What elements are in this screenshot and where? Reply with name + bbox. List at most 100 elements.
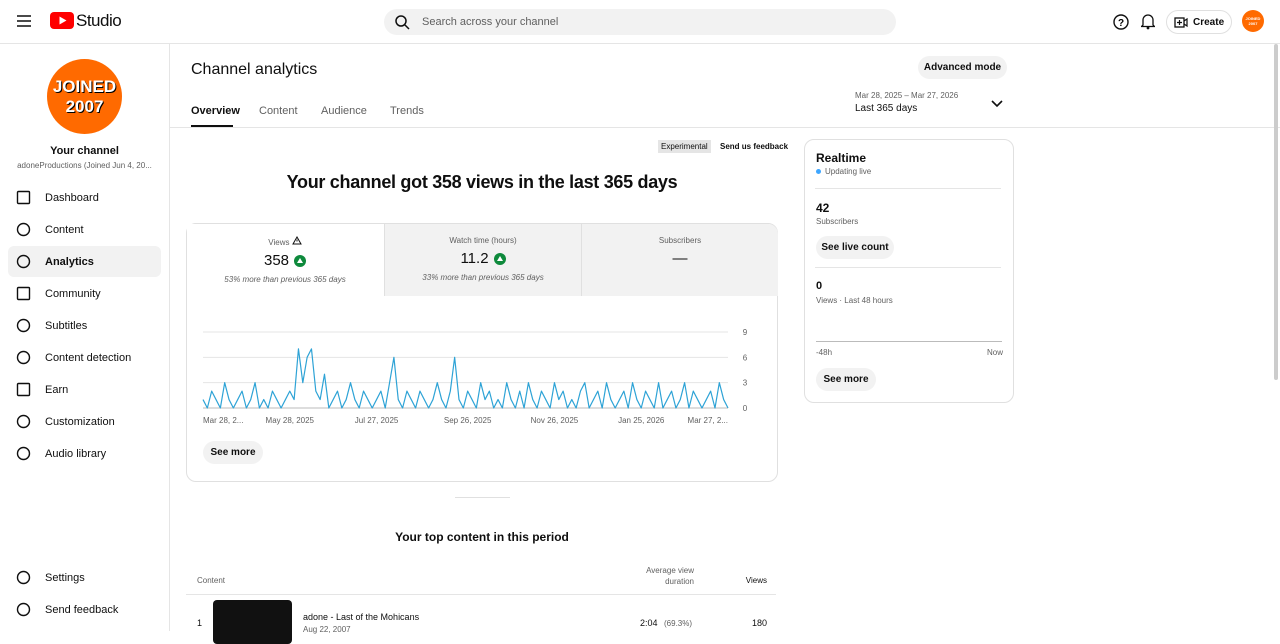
nav-label: Dashboard — [45, 191, 99, 204]
x-tick-label: May 28, 2025 — [266, 416, 315, 425]
dropdown-icon[interactable] — [991, 99, 1003, 108]
column-header: Average view duration — [646, 566, 694, 586]
realtime-title: Realtime — [816, 151, 867, 165]
nav-item[interactable]: Analytics — [8, 246, 161, 277]
scrollbar[interactable] — [1274, 44, 1278, 380]
page-title: Channel analytics — [191, 61, 318, 78]
nav-icon — [16, 414, 31, 429]
see-more-button[interactable]: See more — [816, 368, 876, 391]
metric-value: 11.2 — [385, 250, 581, 267]
tab-indicator — [191, 125, 233, 127]
logo-text: Studio — [76, 11, 122, 30]
nav-item[interactable]: Earn — [8, 374, 161, 405]
column-header: Content — [197, 576, 226, 585]
divider — [815, 267, 1001, 268]
metric-value-text: 358 — [263, 252, 290, 269]
divider — [815, 188, 1001, 189]
duration-percent: (69.3%) — [664, 619, 693, 628]
nav-label: Content detection — [45, 351, 132, 364]
metric-value-text: 11.2 — [460, 250, 489, 267]
tab[interactable]: Trends — [390, 105, 424, 117]
feedback-link[interactable]: Send us feedback — [720, 142, 789, 151]
nav-item[interactable]: Send feedback — [8, 594, 161, 625]
metric-note: 33% more than previous 365 days — [422, 273, 544, 282]
section-title: Your top content in this period — [395, 530, 569, 544]
nav-item[interactable]: Audio library — [8, 438, 161, 469]
advanced-mode-button[interactable]: Advanced mode — [918, 56, 1007, 79]
live-status-text: Updating live — [825, 167, 872, 176]
live-dot — [816, 169, 821, 174]
nav-icon — [16, 446, 31, 461]
metric-value: — — [672, 250, 688, 267]
divider — [455, 497, 510, 498]
nav-item[interactable]: Content — [8, 214, 161, 245]
nav-item[interactable]: Settings — [8, 562, 161, 593]
thumbnail[interactable] — [213, 600, 292, 644]
account-avatar[interactable]: JOINED 2007 — [1242, 10, 1264, 32]
video-date: Aug 22, 2007 — [303, 625, 351, 634]
y-tick-label: 9 — [743, 328, 748, 337]
video-title[interactable]: adone - Last of the Mohicans — [303, 612, 420, 622]
channel-avatar[interactable]: JOINED 2007 — [47, 59, 122, 134]
nav-icon — [16, 570, 31, 585]
metric-label: Views — [187, 235, 383, 247]
page: {"header": {"logo": "Studio", "search_pl… — [0, 9, 1280, 644]
x-tick-label: Nov 26, 2025 — [531, 416, 579, 425]
nav-item[interactable]: Content detection — [8, 342, 161, 373]
nav-label: Earn — [45, 383, 69, 396]
column-header: Views — [745, 576, 767, 585]
tab[interactable]: Overview — [191, 105, 240, 117]
notifications-icon[interactable] — [1141, 13, 1155, 30]
youtube-logo[interactable] — [50, 12, 74, 29]
nav-label: Settings — [45, 571, 85, 584]
nav-item[interactable]: Customization — [8, 406, 161, 437]
period[interactable]: Last 365 days — [855, 103, 918, 114]
search-box[interactable]: Search across your channel — [384, 9, 896, 35]
create-icon — [1174, 16, 1188, 28]
sidebar: JOINED 2007 Your channel adoneProductions… — [0, 44, 170, 631]
avatar-text: JOINED — [1245, 16, 1261, 21]
y-tick-label: 0 — [743, 404, 748, 413]
help-icon[interactable]: ? — [1113, 14, 1129, 30]
x-tick-label: Jul 27, 2025 — [355, 416, 399, 425]
line-series — [202, 348, 729, 409]
x-tick-label: Mar 27, 2... — [688, 416, 728, 425]
tab[interactable]: Audience — [321, 105, 367, 117]
views-count: 0 — [816, 280, 823, 292]
metric-label: Watch time (hours) — [449, 236, 517, 245]
metric-label-text: Views — [268, 238, 290, 247]
channel-name: adoneProductions (Joined Jun 4, 20... — [17, 161, 152, 170]
nav-item[interactable]: Dashboard — [8, 182, 161, 213]
create-button[interactable]: Create — [1166, 10, 1232, 34]
x-tick-label: Mar 28, 2... — [203, 416, 243, 425]
date-range[interactable]: Mar 28, 2025 – Mar 27, 2026 — [855, 91, 959, 100]
nav-icon — [16, 382, 31, 397]
search-placeholder: Search across your channel — [422, 16, 559, 28]
nav-item[interactable]: Subtitles — [8, 310, 161, 341]
live-count-button[interactable]: See live count — [816, 236, 894, 259]
divider — [186, 594, 776, 595]
nav-icon — [16, 222, 31, 237]
up-icon — [493, 252, 506, 265]
up-icon — [294, 254, 307, 267]
metric-tab[interactable]: Subscribers — — [581, 224, 778, 296]
see-more-button[interactable]: See more — [203, 441, 263, 464]
nav-item[interactable]: Community — [8, 278, 161, 309]
tab[interactable]: Content — [259, 105, 298, 117]
x-tick-label: Jan 25, 2026 — [618, 416, 665, 425]
metric-tab[interactable]: Watch time (hours) 11.2 33% more than pr… — [384, 224, 581, 296]
views: 180 — [751, 618, 767, 628]
axis-end: Now — [986, 348, 1003, 357]
y-tick-label: 6 — [743, 353, 748, 362]
nav-icon — [16, 318, 31, 333]
views-label: Views · Last 48 hours — [816, 296, 893, 305]
subscriber-count: 42 — [816, 201, 830, 215]
search-icon — [395, 15, 410, 30]
nav-icon — [16, 254, 31, 269]
axis-start: -48h — [816, 348, 833, 357]
nav-label: Analytics — [45, 255, 94, 268]
menu-icon[interactable] — [16, 14, 32, 28]
metric-tab[interactable]: Views 358 53% more than previous 365 day… — [187, 224, 383, 296]
chart: 0 3 6 9 Mar 28, 2... May 28, 2025 Jul 27, 2025… — [202, 328, 748, 425]
metric-label: Subscribers — [658, 236, 702, 245]
